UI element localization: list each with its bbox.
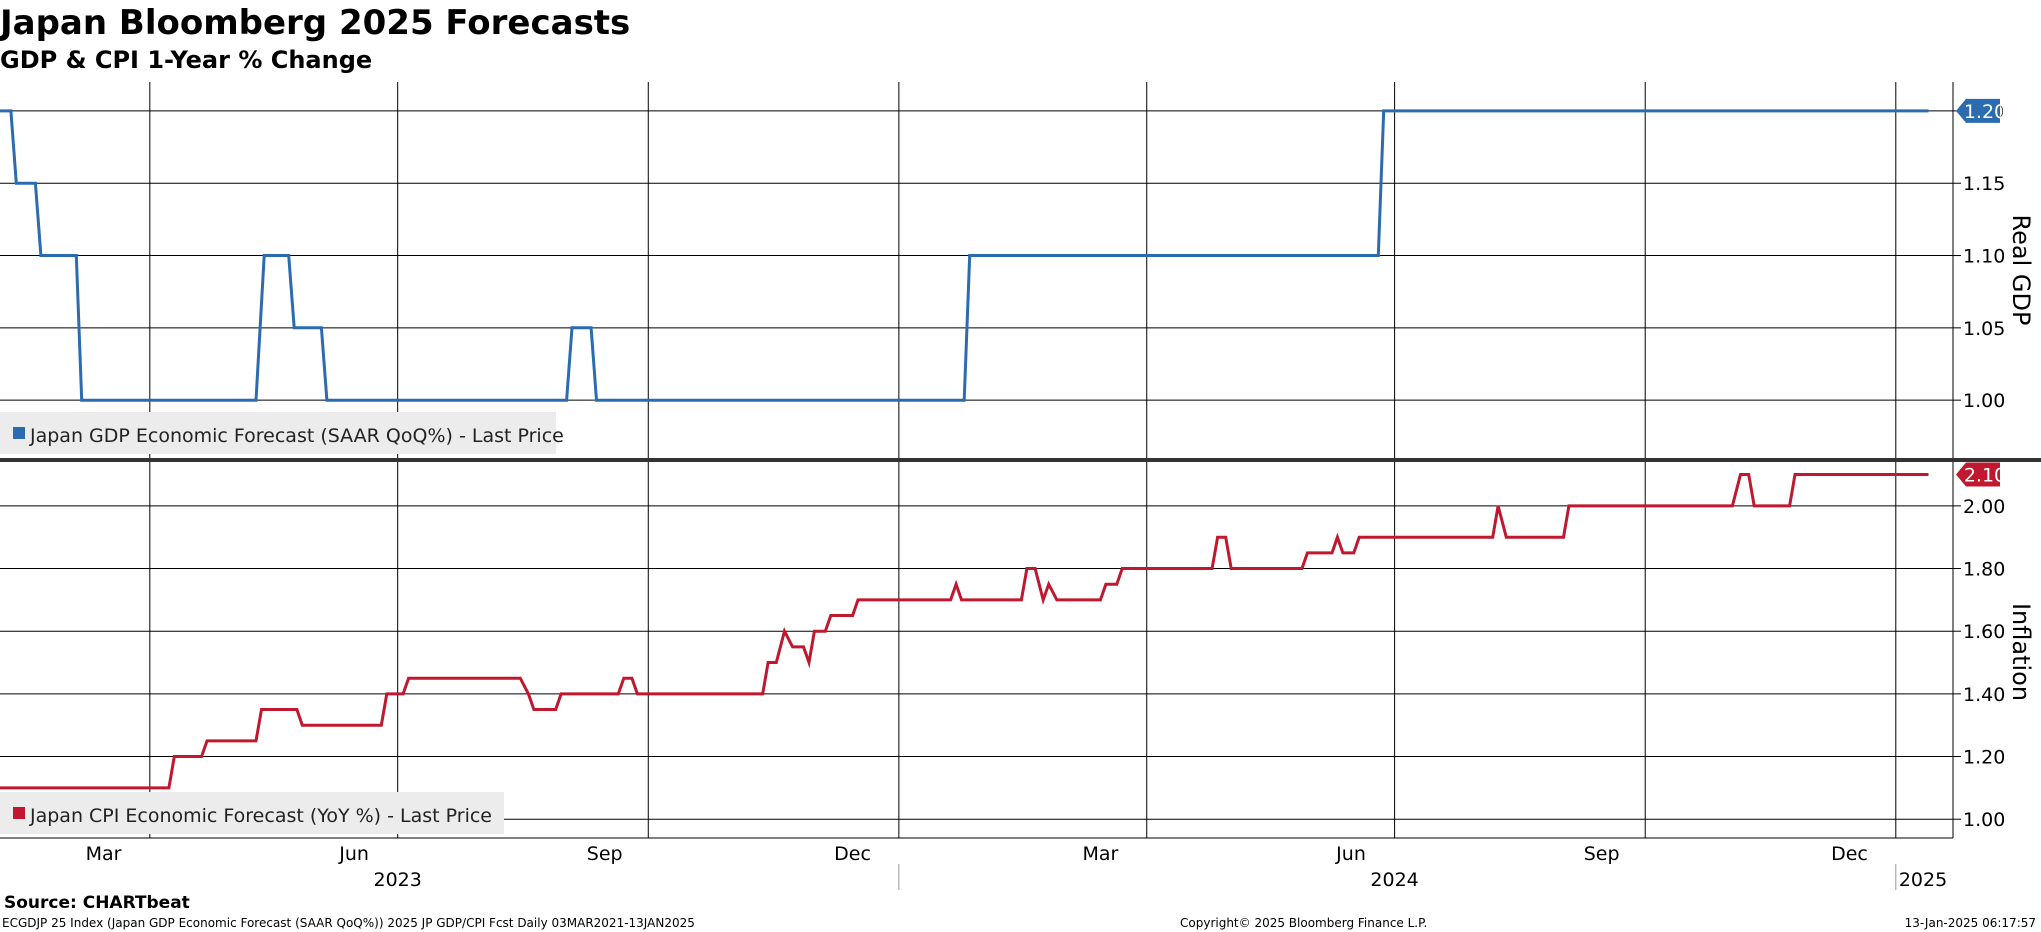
source-label: Source: CHARTbeat	[4, 893, 190, 913]
x-axis-ticks: Mar Jun Sep Dec Mar Jun Sep Dec	[86, 843, 1868, 865]
x-tick-label: Jun	[338, 843, 369, 865]
x-tick-label: Mar	[86, 843, 122, 865]
bottom-y-axis: 1.00 1.20 1.40 1.60 1.80 2.00	[1953, 496, 2005, 831]
bottom-panel-grid	[0, 462, 1953, 838]
y-tick-label: 1.60	[1963, 621, 2005, 643]
x-tick-label: Jun	[1335, 843, 1366, 865]
y-axis-label-real-gdp: Real GDP	[2007, 215, 2035, 326]
y-tick-label: 1.05	[1963, 318, 2005, 340]
y-axis-label-inflation: Inflation	[2007, 603, 2035, 701]
x-axis-years: 2023 2024 2025	[374, 864, 1947, 891]
gdp-last-value-badge: 1.20	[1956, 98, 2006, 123]
cpi-series-line	[0, 473, 1929, 790]
cpi-legend-label: Japan CPI Economic Forecast (YoY %) - La…	[29, 805, 492, 827]
gdp-last-value: 1.20	[1964, 101, 2006, 123]
y-tick-label: 1.15	[1963, 173, 2005, 195]
copyright: Copyright© 2025 Bloomberg Finance L.P.	[1180, 916, 1427, 930]
index-info: ECGDJP 25 Index (Japan GDP Economic Fore…	[2, 916, 695, 930]
y-tick-label: 2.00	[1963, 496, 2005, 518]
x-tick-label: Mar	[1083, 843, 1119, 865]
cpi-last-value-badge: 2.10	[1956, 462, 2006, 487]
y-tick-label: 1.80	[1963, 559, 2005, 581]
cpi-legend: Japan CPI Economic Forecast (YoY %) - La…	[0, 792, 504, 834]
x-tick-label: Sep	[1584, 843, 1620, 865]
cpi-last-value: 2.10	[1964, 465, 2006, 487]
gdp-legend-label: Japan GDP Economic Forecast (SAAR QoQ%) …	[29, 425, 564, 447]
x-tick-label: Sep	[587, 843, 623, 865]
x-tick-label: Dec	[1831, 843, 1868, 865]
y-tick-label: 1.20	[1963, 747, 2005, 769]
x-tick-label: Dec	[834, 843, 871, 865]
x-year-label: 2023	[374, 869, 422, 891]
x-year-label: 2024	[1370, 869, 1418, 891]
chart-title: Japan Bloomberg 2025 Forecasts	[0, 3, 630, 43]
gdp-legend: Japan GDP Economic Forecast (SAAR QoQ%) …	[0, 412, 564, 454]
chart-subtitle: GDP & CPI 1-Year % Change	[0, 46, 372, 74]
y-tick-label: 1.00	[1963, 390, 2005, 412]
timestamp: 13-Jan-2025 06:17:57	[1905, 916, 2036, 930]
top-y-axis: 1.00 1.05 1.10 1.15 1.20	[1953, 101, 2005, 412]
y-tick-label: 1.00	[1963, 809, 2005, 831]
gdp-series-line	[0, 109, 1929, 402]
y-tick-label: 1.10	[1963, 246, 2005, 268]
y-tick-label: 1.40	[1963, 684, 2005, 706]
x-year-label: 2025	[1899, 869, 1947, 891]
